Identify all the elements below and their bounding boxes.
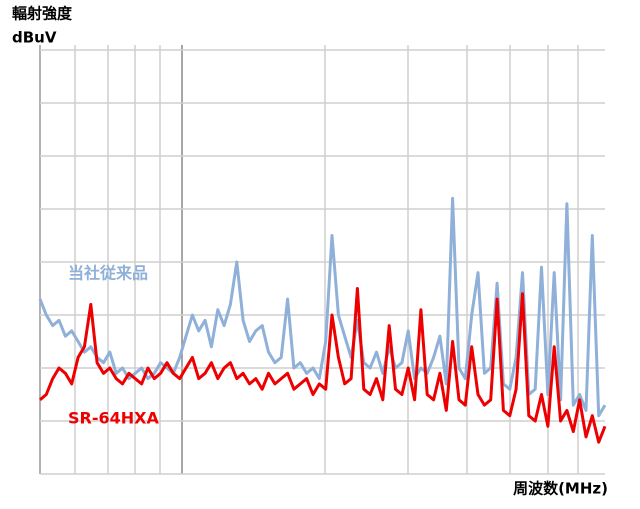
legend-label: SR-64HXA bbox=[68, 409, 159, 428]
x-axis-label: 周波数(MHz) bbox=[513, 480, 608, 498]
y-axis-unit: dBuV bbox=[12, 29, 57, 47]
vertical-grid bbox=[74, 45, 579, 474]
legend-label: 当社従来品 bbox=[68, 264, 148, 283]
y-axis-label: 輻射強度 bbox=[12, 5, 73, 23]
series-line bbox=[39, 287, 607, 444]
series-line bbox=[38, 196, 607, 418]
